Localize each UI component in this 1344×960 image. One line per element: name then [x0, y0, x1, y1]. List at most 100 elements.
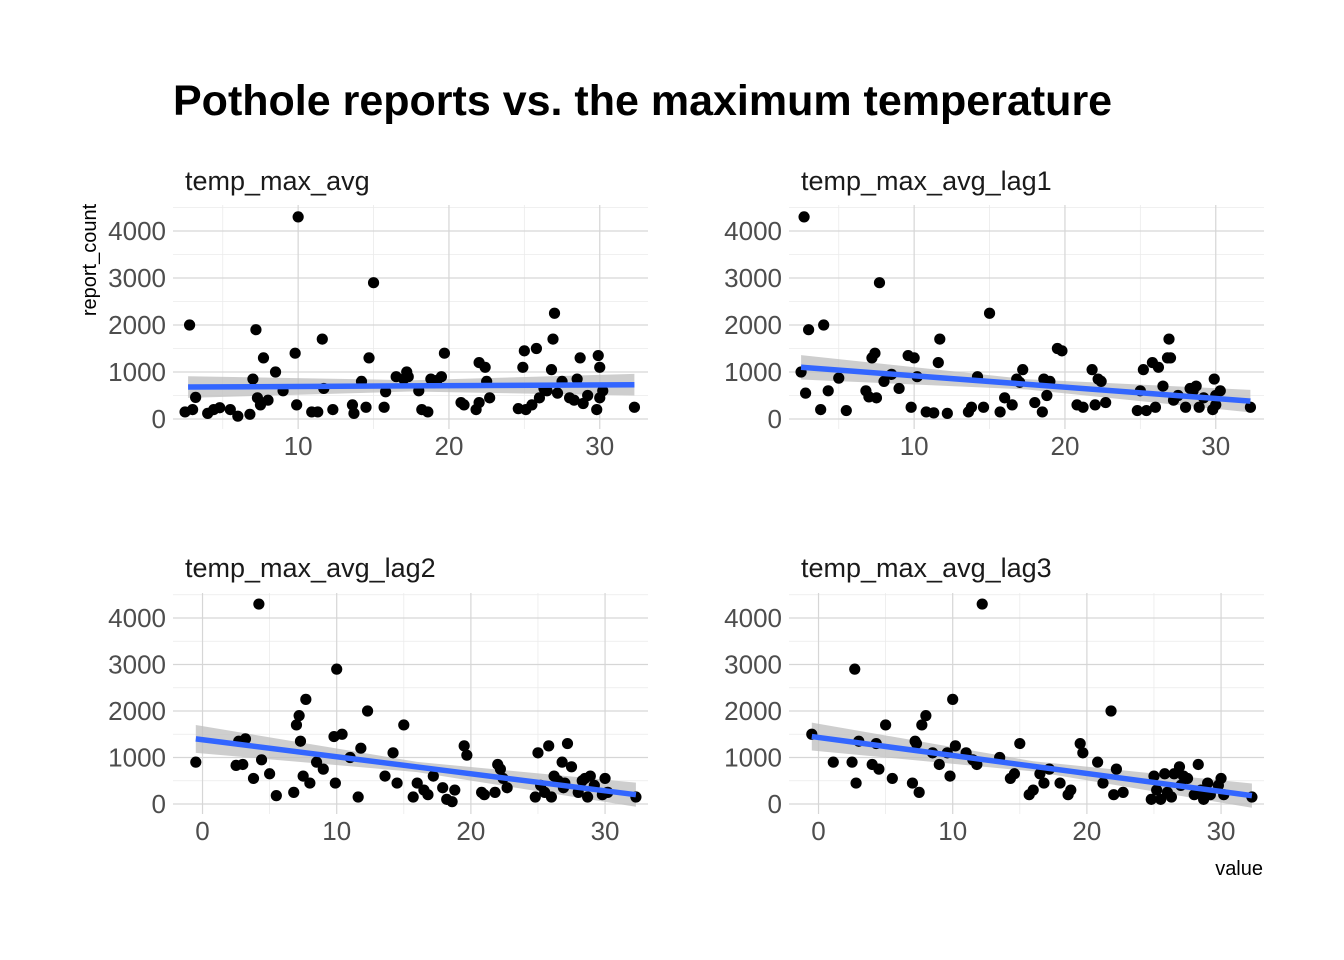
- data-point: [310, 756, 323, 768]
- data-point: [1214, 385, 1226, 397]
- data-point: [1164, 352, 1177, 364]
- data-point: [348, 407, 360, 419]
- data-point: [1017, 364, 1029, 376]
- data-point: [949, 740, 961, 752]
- facet-panel-temp_max_avg_lag1: temp_max_avg_lag1 0 1000 2000 3000 4000 10 20 30: [724, 166, 1264, 461]
- x-tick-label: 20: [1072, 816, 1101, 846]
- data-point: [905, 401, 917, 413]
- data-point: [461, 749, 473, 761]
- data-point: [799, 387, 812, 399]
- data-point: [920, 710, 932, 722]
- data-point: [594, 361, 606, 373]
- y-tick-label: 0: [768, 789, 782, 819]
- data-point: [250, 324, 262, 336]
- data-point: [592, 349, 604, 362]
- data-point: [880, 719, 892, 731]
- data-point: [355, 742, 367, 754]
- data-point: [530, 342, 543, 355]
- data-point: [850, 777, 862, 789]
- data-point: [422, 789, 434, 801]
- data-point: [873, 277, 886, 289]
- data-point: [422, 406, 434, 418]
- data-point: [458, 740, 470, 752]
- data-point: [526, 399, 538, 411]
- data-point: [994, 406, 1006, 418]
- data-point: [533, 392, 546, 404]
- y-tick-label: 3000: [724, 263, 782, 293]
- data-point: [1190, 380, 1202, 392]
- data-point: [1202, 777, 1214, 789]
- data-point: [1181, 772, 1194, 785]
- chart-title: Pothole reports vs. the maximum temperat…: [173, 77, 1112, 125]
- data-point: [1077, 747, 1089, 759]
- data-point: [317, 763, 329, 775]
- data-point: [379, 770, 391, 782]
- data-point: [187, 404, 199, 416]
- data-point: [484, 392, 496, 404]
- y-tick-label: 4000: [108, 603, 166, 633]
- data-point: [290, 719, 303, 731]
- data-point: [1008, 768, 1021, 780]
- data-point: [944, 770, 956, 782]
- data-point: [1117, 786, 1129, 798]
- x-tick-label: 10: [938, 816, 967, 846]
- data-point: [873, 763, 885, 775]
- data-point: [329, 777, 341, 789]
- y-tick-label: 2000: [108, 310, 166, 340]
- data-point: [1014, 737, 1026, 750]
- data-point: [1108, 789, 1120, 801]
- data-point: [1110, 763, 1123, 775]
- data-point: [1208, 373, 1220, 385]
- data-point: [803, 324, 815, 336]
- data-point: [244, 408, 256, 420]
- data-point: [548, 307, 561, 319]
- y-tick-label: 1000: [108, 357, 166, 387]
- data-point: [437, 782, 449, 794]
- data-point: [983, 307, 996, 319]
- data-point: [1165, 791, 1178, 803]
- data-point: [407, 791, 419, 803]
- data-point: [582, 389, 594, 402]
- data-point: [517, 361, 529, 373]
- data-point: [827, 756, 839, 768]
- facet-strip-label: temp_max_avg_lag3: [801, 553, 1052, 583]
- y-tick-label: 2000: [724, 310, 782, 340]
- x-tick-label: 30: [1201, 431, 1230, 461]
- data-point: [1074, 737, 1086, 750]
- data-point: [1029, 396, 1041, 409]
- trend-line: [811, 733, 1253, 799]
- data-point: [331, 663, 343, 675]
- data-point: [264, 768, 276, 780]
- data-point: [1163, 333, 1175, 345]
- data-point: [1173, 761, 1186, 773]
- data-point: [1159, 768, 1171, 780]
- data-point: [380, 386, 392, 398]
- data-point: [494, 763, 507, 775]
- data-point: [352, 791, 364, 803]
- data-point: [367, 277, 380, 289]
- data-point: [398, 719, 410, 731]
- data-point: [1151, 784, 1163, 796]
- data-point: [947, 693, 959, 705]
- y-tick-label: 4000: [724, 216, 782, 246]
- data-point: [262, 394, 274, 406]
- data-point: [532, 747, 544, 759]
- data-point: [910, 737, 923, 750]
- data-point: [1145, 793, 1157, 805]
- data-point: [565, 761, 578, 773]
- data-point: [363, 352, 375, 364]
- data-point: [1179, 401, 1192, 413]
- data-point: [543, 740, 555, 752]
- data-point: [427, 770, 439, 782]
- data-point: [1137, 364, 1149, 376]
- data-point: [292, 211, 304, 223]
- data-point: [316, 333, 328, 345]
- data-point: [1092, 756, 1104, 768]
- data-point: [916, 719, 928, 731]
- data-point: [391, 777, 403, 789]
- data-point: [449, 784, 461, 796]
- y-tick-label: 3000: [108, 650, 166, 680]
- data-point: [269, 366, 282, 378]
- data-point: [571, 373, 583, 385]
